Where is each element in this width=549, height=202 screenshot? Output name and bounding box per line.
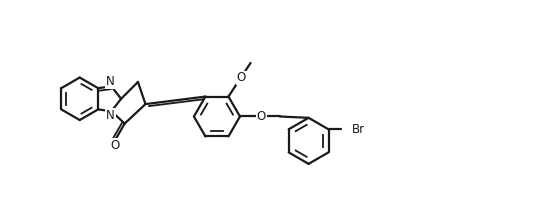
Text: O: O: [256, 110, 266, 123]
Text: O: O: [110, 139, 120, 152]
Text: N: N: [106, 109, 115, 122]
Text: O: O: [237, 72, 246, 84]
Text: N: N: [106, 76, 115, 88]
Text: Br: Br: [351, 123, 365, 136]
